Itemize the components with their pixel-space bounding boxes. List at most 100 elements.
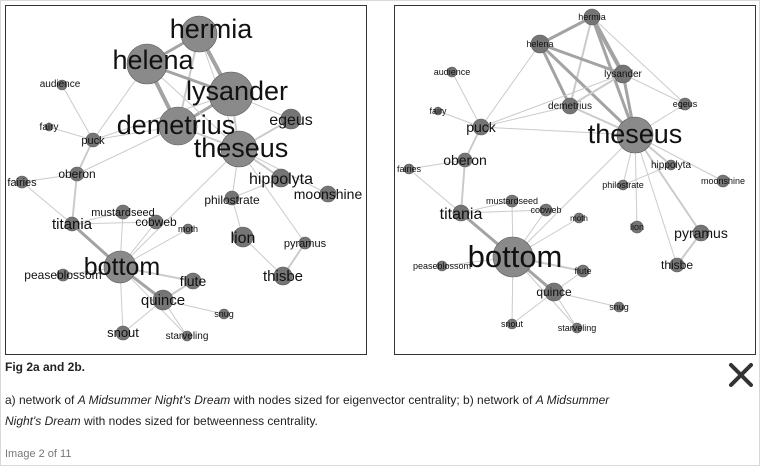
network-a-label-quince: quince (141, 292, 185, 309)
network-a-node-pyramus (298, 236, 312, 250)
network-a-edge-titania-mustardseed (71, 211, 124, 225)
network-b-edge-quince-snug (553, 291, 620, 308)
caption-italic1: A Midsummer Night's Dream (77, 393, 231, 407)
network-b-nodes (403, 8, 730, 334)
network-b-label-peaseblossom: peaseblossom (413, 261, 471, 271)
network-a-label-snout: snout (107, 325, 139, 340)
network-a-label-flute: flute (180, 273, 207, 289)
network-a-edge-quince-snug (162, 299, 225, 315)
caption-part3: with nodes sized for betweenness central… (80, 414, 318, 428)
network-b-edge-puck-demetrius (480, 105, 571, 128)
network-a-node-flute (184, 272, 202, 290)
network-b-node-audience (446, 66, 458, 78)
network-b-label-demetrius: demetrius (548, 101, 592, 112)
network-a-edge-titania-fairies (21, 181, 73, 225)
network-a-node-fairy (44, 122, 54, 132)
caption-part1: a) network of (5, 393, 78, 407)
network-a-node-hermia (180, 15, 218, 53)
network-b-label-egeus: egeus (673, 99, 698, 109)
network-a-label-helena: helena (112, 45, 194, 75)
network-b-label-bottom: bottom (468, 239, 563, 274)
network-a-node-cobweb (148, 214, 164, 230)
network-b-edge-lysander-demetrius (569, 73, 624, 107)
close-button[interactable] (726, 361, 756, 389)
network-b-edge-egeus-lysander (622, 73, 686, 105)
network-a-label-philostrate: philostrate (204, 193, 260, 207)
network-b-edge-helena-lysander (539, 42, 624, 76)
caption-italic2: A Midsummer Night's Dream (5, 393, 610, 428)
network-a-node-moonshine (319, 185, 337, 203)
network-b-node-fairies (403, 163, 415, 175)
network-a-nodes (15, 15, 337, 342)
network-b-edges (408, 15, 724, 329)
network-a-label-cobweb: cobweb (135, 215, 177, 229)
network-b-node-helena (530, 34, 550, 54)
network-a-edge-oberon-titania (71, 173, 78, 225)
network-a-label-fairy: fairy (40, 122, 59, 133)
network-a-label-lion: lion (231, 230, 256, 247)
network-b-label-titania: titania (440, 206, 483, 223)
network-b-edge-theseus-pyramus (634, 134, 702, 234)
network-b-node-demetrius (561, 97, 579, 115)
network-b-node-philostrate (617, 179, 629, 191)
network-b-node-theseus (616, 116, 654, 154)
network-b-node-hermia (583, 8, 601, 26)
network-b-label-helena: helena (526, 39, 553, 49)
network-b-label-lion: lion (630, 222, 644, 232)
network-a-edge-pyramus-theseus (238, 148, 306, 244)
network-b-node-snug (613, 301, 625, 313)
network-a-label-titania: titania (52, 216, 93, 233)
network-b-edge-puck-helena (480, 43, 541, 128)
network-b-edge-helena-theseus (538, 42, 637, 137)
network-b-graph: hermia helena lysander demetrius egeus audien… (397, 8, 745, 334)
network-b-edge-titania-fairies (408, 168, 462, 214)
network-a-node-puck (85, 132, 101, 148)
network-b-node-pyramus (692, 224, 710, 242)
network-b-edge-hermia-theseus (590, 16, 637, 136)
network-b-edge-fairies-oberon (408, 159, 466, 170)
network-b-node-flute (576, 264, 590, 278)
network-b-label-audience: audience (434, 67, 471, 77)
network-b-label-lysander: lysander (604, 69, 642, 80)
figure-caption: a) network of A Midsummer Night's Dream … (5, 390, 625, 432)
network-a-label-hippolyta: hippolyta (249, 171, 313, 188)
network-a-label-puck: puck (81, 135, 105, 147)
network-a-label-demetrius: demetrius (117, 110, 236, 140)
network-a-edge-bottom-theseus (119, 148, 240, 268)
network-a-node-lysander (208, 71, 254, 117)
network-b-label-starveling: starveling (558, 323, 597, 333)
network-b-label-oberon: oberon (443, 152, 487, 168)
network-a-label-thisbe: thisbe (263, 268, 303, 285)
network-b-node-moth (573, 212, 585, 224)
network-a-label-theseus: theseus (194, 133, 289, 163)
network-b-label-flute: flute (574, 266, 591, 276)
network-a-node-theseus (220, 130, 258, 168)
network-a-node-fairies (15, 175, 29, 189)
network-a-label-snug: snug (214, 309, 234, 319)
network-b-node-lysander (613, 64, 633, 84)
network-b-edge-titania-cobweb (460, 209, 547, 214)
network-b-node-puck (472, 118, 490, 136)
network-b-edge-hermia-demetrius (569, 16, 593, 107)
network-a-node-snout (115, 325, 131, 341)
network-a-node-philostrate (224, 190, 240, 206)
network-b-label-fairy: fairy (429, 106, 447, 116)
network-b-label-fairies: fairies (397, 164, 422, 174)
network-a-label-fairies: fairies (7, 177, 37, 189)
network-a-label-oberon: oberon (58, 167, 95, 181)
network-a-node-snug (218, 308, 230, 320)
network-b-label-quince: quince (536, 285, 572, 299)
network-a-panel: hermia helena lysander demetrius theseus egeu… (5, 5, 367, 355)
caption-part2: with nodes sized for eigenvector central… (230, 393, 536, 407)
network-a-label-lysander: lysander (186, 76, 288, 106)
network-b-node-quince (544, 282, 564, 302)
image-counter: Image 2 of 11 (5, 448, 72, 460)
network-a-node-lion (232, 226, 254, 248)
network-b-edge-oberon-titania (460, 159, 466, 214)
network-b-label-moonshine: moonshine (701, 176, 745, 186)
network-a-node-quince (152, 289, 174, 311)
network-a-edge-titania-cobweb (71, 221, 157, 225)
network-b-labels: hermia helena lysander demetrius egeus audien… (397, 12, 745, 333)
network-b-node-hippolyta (665, 159, 677, 171)
